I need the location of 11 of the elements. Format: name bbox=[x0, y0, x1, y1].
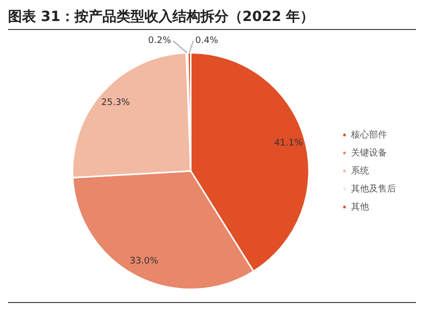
chart-title: 图表 31：按产品类型收入结构拆分（2022 年） bbox=[8, 8, 416, 30]
data-label: 0.2% bbox=[148, 36, 172, 46]
legend-label: 其他 bbox=[351, 201, 369, 212]
legend-label: 其他及售后 bbox=[351, 183, 396, 194]
legend-label: 核心部件 bbox=[350, 129, 387, 140]
data-label: 25.3% bbox=[101, 98, 130, 108]
legend-label: 系统 bbox=[351, 165, 369, 176]
legend-label: 关键设备 bbox=[351, 147, 387, 158]
data-label: 41.1% bbox=[274, 138, 304, 148]
data-label: 0.4% bbox=[195, 36, 219, 46]
data-label: 33.0% bbox=[130, 256, 159, 267]
